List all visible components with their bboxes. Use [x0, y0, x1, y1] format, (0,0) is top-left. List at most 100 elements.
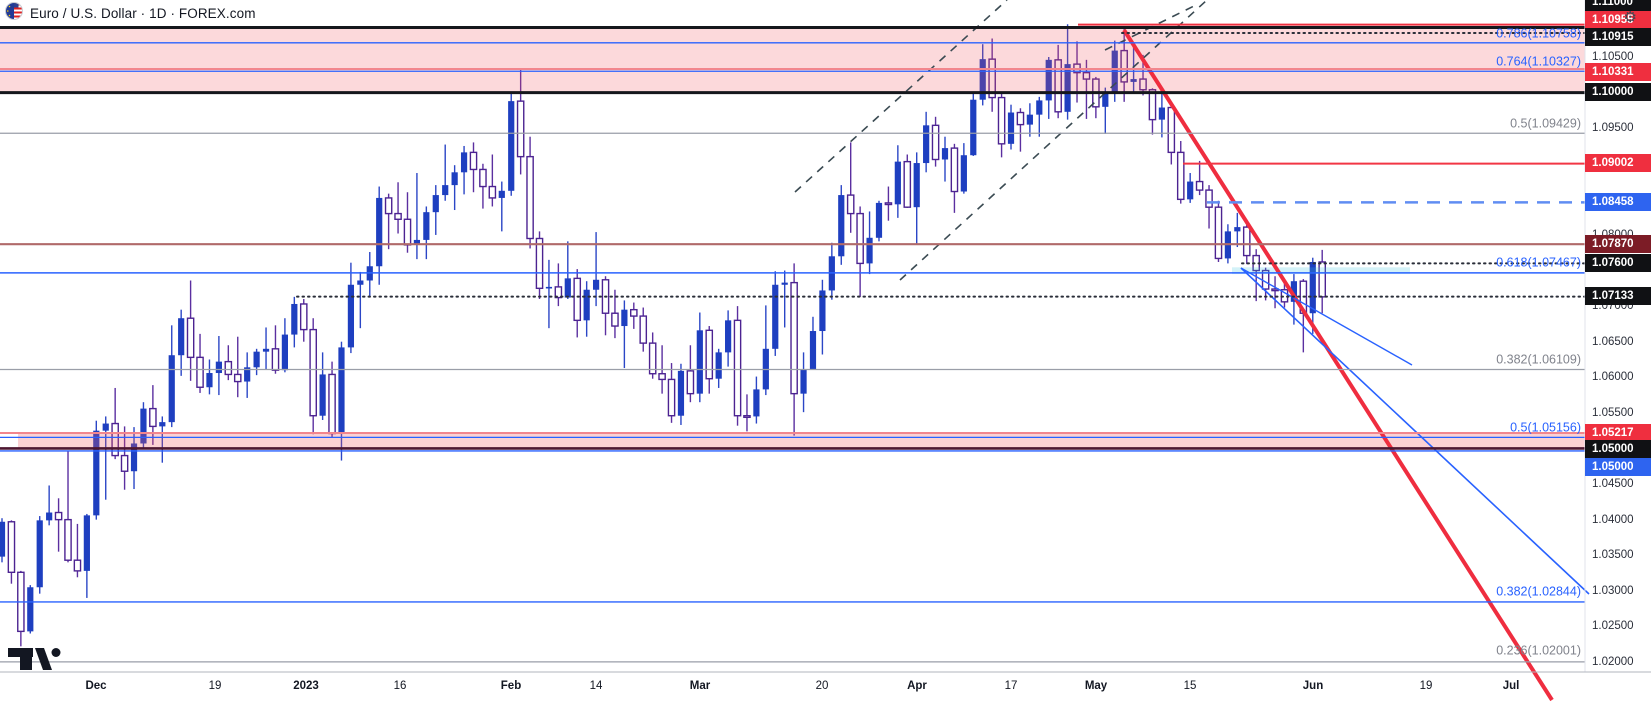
- price-tick: 1.05500: [1592, 406, 1634, 419]
- candle-body: [338, 347, 345, 434]
- fib-label: 0.5(1.09429): [1510, 117, 1581, 131]
- supply-zone-top[interactable]: [0, 27, 1585, 93]
- candle-body: [215, 361, 222, 374]
- price-badge: 1.05000: [1585, 458, 1651, 476]
- candle-body: [715, 352, 722, 379]
- candle-body: [111, 422, 119, 457]
- price-badge: 1.07870: [1585, 235, 1651, 253]
- candle-body: [846, 194, 855, 215]
- levels-layer: [0, 23, 1586, 663]
- downtrend-fork-blue[interactable]: [1240, 267, 1413, 366]
- candle-body: [1016, 111, 1025, 126]
- candle-body: [781, 282, 788, 285]
- candle-body: [1234, 227, 1241, 232]
- price-axis[interactable]: 1.105001.095001.080001.070001.065001.060…: [1585, 0, 1651, 672]
- candle-body: [1195, 180, 1204, 191]
- time-label: Apr: [907, 680, 927, 692]
- fib-label: 0.236(1.02001): [1496, 644, 1581, 658]
- candle-body: [233, 373, 242, 383]
- time-label: Dec: [85, 680, 107, 692]
- candle-body: [168, 355, 175, 423]
- downtrend-line-red[interactable]: [1122, 28, 1554, 702]
- candle-body: [309, 328, 317, 417]
- candle-body: [281, 334, 288, 371]
- candle-body: [253, 351, 260, 368]
- settings-gear-icon[interactable]: ⚙: [1623, 9, 1637, 26]
- candle-body: [997, 96, 1006, 145]
- price-tick: 1.02500: [1592, 620, 1634, 633]
- fib-label: 0.764(1.10327): [1496, 55, 1581, 69]
- candle-body: [1242, 226, 1251, 257]
- candle-body: [149, 407, 157, 428]
- price-tick: 1.03500: [1592, 549, 1634, 562]
- candle-body: [1318, 261, 1326, 298]
- candle-body: [413, 239, 421, 245]
- candle-body: [564, 278, 571, 298]
- candle-body: [1214, 206, 1223, 260]
- channel-lower-dashed[interactable]: [899, 0, 1208, 281]
- demand-zone-105[interactable]: [18, 433, 1585, 449]
- candle-body: [639, 315, 648, 344]
- zones-layer: [0, 27, 1585, 449]
- candle-body: [648, 342, 657, 375]
- candle-body: [1036, 100, 1043, 115]
- candle-body: [46, 512, 53, 521]
- candle-body: [1167, 106, 1176, 154]
- trendlines-layer: [794, 0, 1590, 702]
- candle-body: [93, 430, 100, 516]
- candle-body: [469, 151, 478, 171]
- candle-body: [923, 125, 930, 164]
- candle-body: [677, 370, 685, 416]
- candle-body: [554, 286, 563, 299]
- candle-body: [498, 190, 505, 198]
- candle-body: [262, 348, 270, 352]
- time-axis[interactable]: Dec 19 2023 16 Feb 14 Mar 20 Apr 17 May 15 Jun 19 Jul: [0, 672, 1651, 705]
- candle-body: [394, 212, 402, 220]
- tradingview-logo[interactable]: [8, 646, 64, 677]
- price-badge: 1.11000: [1585, 0, 1651, 11]
- candle-body: [244, 367, 251, 382]
- price-tick: 1.04500: [1592, 478, 1634, 491]
- candle-body: [186, 317, 195, 359]
- time-label: 19: [1419, 680, 1433, 692]
- candle-body: [545, 286, 553, 289]
- fib-label: 0.786(1.10758): [1496, 27, 1581, 41]
- symbol-title[interactable]: Euro / U.S. Dollar · 1D · FOREX.com: [30, 6, 256, 21]
- fib-labels-layer: 0.786(1.10758) 0.764(1.10327) 0.5(1.09429)…: [1496, 27, 1581, 658]
- candle-body: [1082, 71, 1091, 80]
- candle-body: [573, 277, 582, 322]
- candle-body: [535, 237, 544, 290]
- candle-body: [1064, 64, 1071, 112]
- candle-body: [1102, 91, 1109, 107]
- downtrend-line-blue[interactable]: [1240, 267, 1590, 595]
- candle-body: [403, 218, 412, 246]
- supply-zone-cyan[interactable]: [1232, 267, 1410, 275]
- candle-body: [291, 303, 298, 335]
- candle-body: [1139, 78, 1147, 91]
- price-badge: 1.07600: [1585, 254, 1651, 272]
- candle-body: [913, 163, 920, 208]
- candle-body: [1120, 49, 1128, 83]
- candle-body: [611, 312, 619, 327]
- candle-body: [970, 99, 977, 156]
- candle-body: [856, 212, 864, 265]
- candle-body: [508, 101, 515, 191]
- candle-body: [54, 511, 63, 521]
- candle-body: [979, 59, 986, 100]
- candle-body: [516, 100, 525, 158]
- candle-body: [271, 348, 280, 371]
- price-badge: 1.05000: [1585, 440, 1651, 458]
- price-tick: 1.06000: [1592, 371, 1634, 384]
- eur-usd-flag-icon: [5, 2, 23, 25]
- candle-body: [819, 290, 826, 332]
- time-label: 17: [1004, 680, 1018, 692]
- candle-body: [1205, 189, 1213, 208]
- candle-body: [658, 373, 666, 381]
- candle-body: [27, 587, 34, 632]
- candle-body: [903, 160, 912, 208]
- time-label: 2023: [293, 680, 319, 692]
- candle-body: [83, 515, 90, 571]
- channel-upper-dashed[interactable]: [794, 0, 1008, 193]
- candle-body: [7, 521, 16, 574]
